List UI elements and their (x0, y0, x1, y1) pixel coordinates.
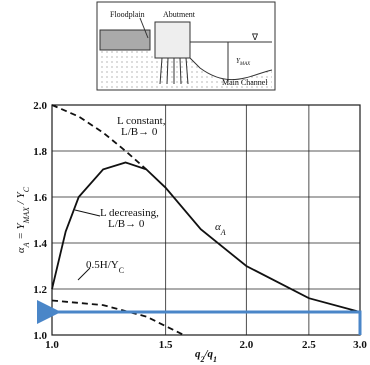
inset-label: Abutment (163, 10, 196, 19)
y-axis-label-part: α (15, 247, 27, 253)
inset-label: Main Channel (222, 78, 268, 87)
series-label: αA (215, 221, 226, 237)
y-tick-label: 1.4 (33, 238, 47, 250)
series-label-part: α (215, 221, 221, 233)
x-axis-label-part: /q (203, 348, 213, 360)
series-label: 0.5H/YC (86, 259, 124, 275)
note-leader (77, 267, 91, 281)
x-tick-label: 2.5 (302, 339, 316, 351)
y-axis-label: αA = YMAX / YC (15, 186, 31, 253)
series-label: L/B→ 0 (121, 126, 158, 138)
x-axis-label-part: q (195, 348, 201, 360)
series-line (51, 161, 361, 313)
curve-note: L/B→ 0 (108, 218, 145, 230)
y-tick-label: 1.8 (33, 146, 47, 158)
curve-note: L decreasing, (100, 207, 159, 219)
plot-frame (51, 104, 361, 336)
y-axis-label-part: C (22, 186, 31, 192)
y-axis-label-part: A (22, 242, 31, 248)
leader (139, 17, 149, 39)
y-axis-label-part: MAX (22, 206, 31, 225)
inset-diagram: Floodplain Abutment YMAX Main Channel ∇ (96, 1, 276, 91)
y-tick-label: 1.2 (33, 284, 47, 296)
annotation-arrow (37, 300, 362, 335)
y-axis-label-part: = Y (15, 221, 27, 242)
abutment-block (154, 21, 191, 59)
note-leader (74, 209, 101, 217)
x-axis-label-part: 1 (213, 355, 217, 364)
x-axis-label-part: 2 (199, 355, 204, 364)
series-label-part: 0.5H/Y (86, 259, 119, 271)
inset-label: YMAX (236, 57, 251, 67)
y-tick-label: 2.0 (33, 100, 47, 112)
floodplain-block (99, 29, 151, 51)
piles (159, 57, 189, 85)
x-tick-label: 3.0 (353, 339, 367, 351)
x-tick-label: 2.0 (239, 339, 253, 351)
series-label: L constant, (117, 115, 166, 127)
series-label-part: C (119, 266, 124, 275)
soil (100, 50, 272, 88)
x-tick-label: 1.0 (45, 339, 59, 351)
y-axis-label-part: / Y (15, 190, 27, 207)
series-label-part: A (220, 228, 226, 237)
inset-label: ∇ (251, 32, 259, 42)
x-axis-label: q2/q1 (195, 348, 217, 364)
channel-bed (189, 57, 273, 81)
y-tick-label: 1.6 (33, 192, 47, 204)
series-line (51, 299, 185, 336)
x-tick-label: 1.5 (159, 339, 173, 351)
inset-label: Floodplain (110, 10, 145, 19)
y-tick-label: 1.0 (33, 330, 47, 342)
